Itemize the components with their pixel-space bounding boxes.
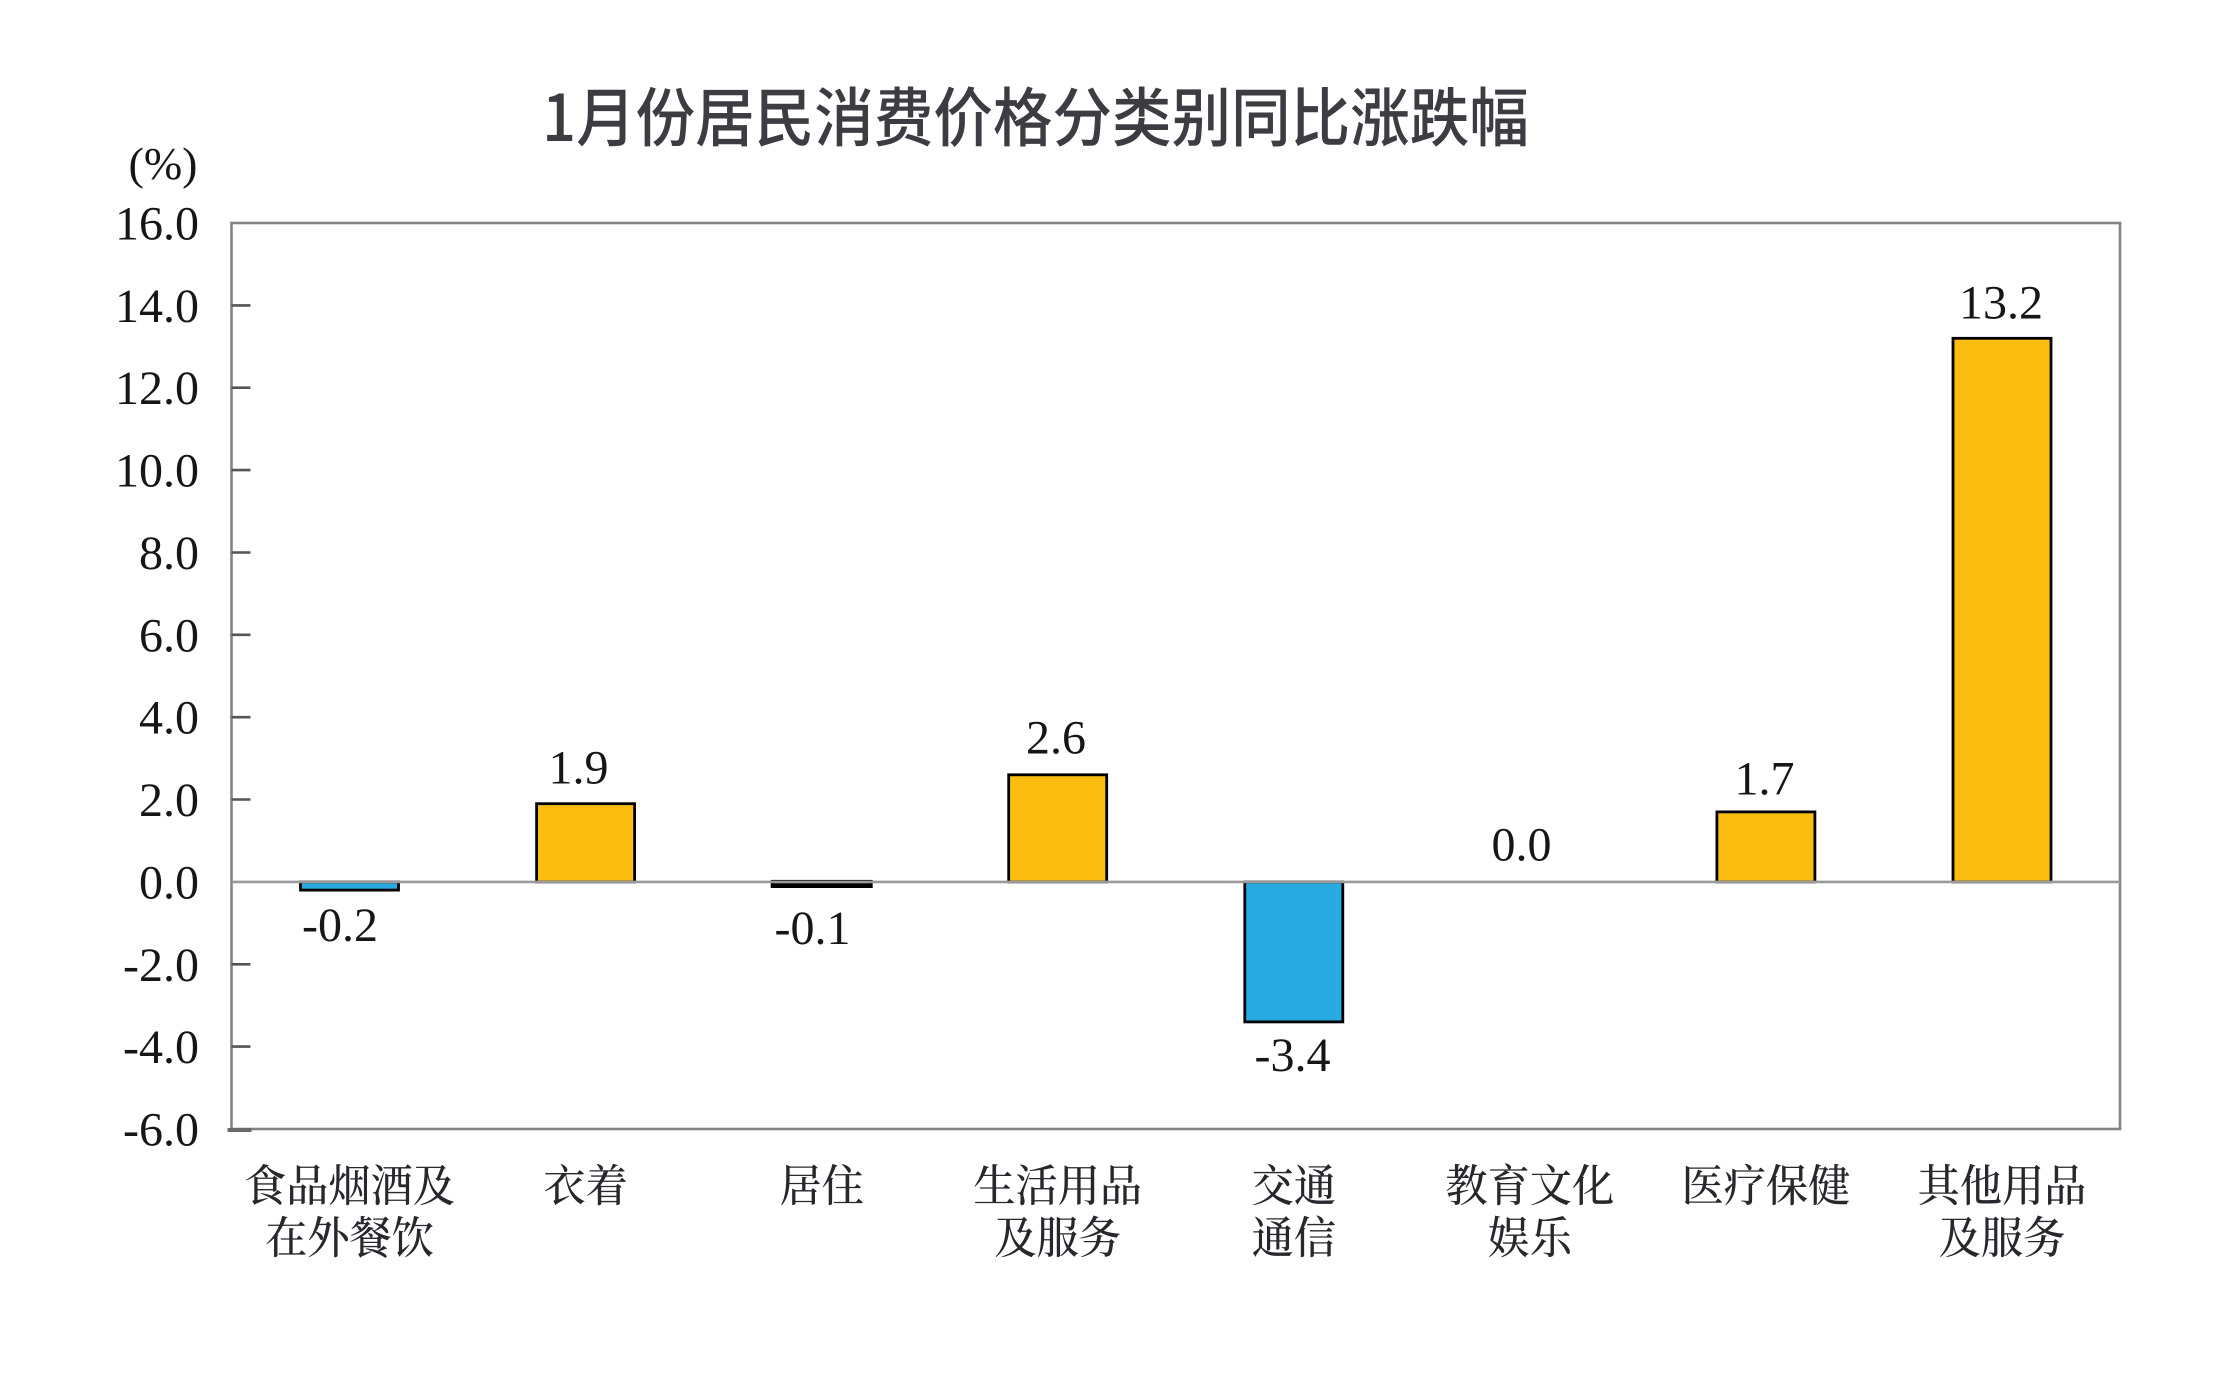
svg-text:6.0: 6.0	[139, 609, 199, 662]
svg-text:2.6: 2.6	[1026, 712, 1086, 765]
svg-text:1.7: 1.7	[1735, 753, 1795, 806]
svg-text:-4.0: -4.0	[123, 1021, 199, 1074]
svg-text:2.0: 2.0	[139, 774, 199, 827]
svg-text:-0.1: -0.1	[775, 902, 851, 955]
svg-text:1.9: 1.9	[549, 742, 609, 795]
svg-text:(%): (%)	[129, 138, 198, 189]
svg-text:-3.4: -3.4	[1255, 1029, 1331, 1082]
svg-text:14.0: 14.0	[115, 280, 199, 333]
svg-text:-6.0: -6.0	[123, 1104, 199, 1157]
svg-text:-0.2: -0.2	[302, 899, 378, 952]
svg-text:12.0: 12.0	[115, 362, 199, 415]
svg-text:0.0: 0.0	[139, 856, 199, 909]
svg-text:16.0: 16.0	[115, 198, 199, 251]
svg-text:10.0: 10.0	[115, 445, 199, 498]
svg-text:8.0: 8.0	[139, 527, 199, 580]
svg-text:4.0: 4.0	[139, 692, 199, 745]
svg-text:-2.0: -2.0	[123, 939, 199, 992]
svg-text:0.0: 0.0	[1492, 819, 1552, 872]
svg-text:13.2: 13.2	[1959, 276, 2043, 329]
